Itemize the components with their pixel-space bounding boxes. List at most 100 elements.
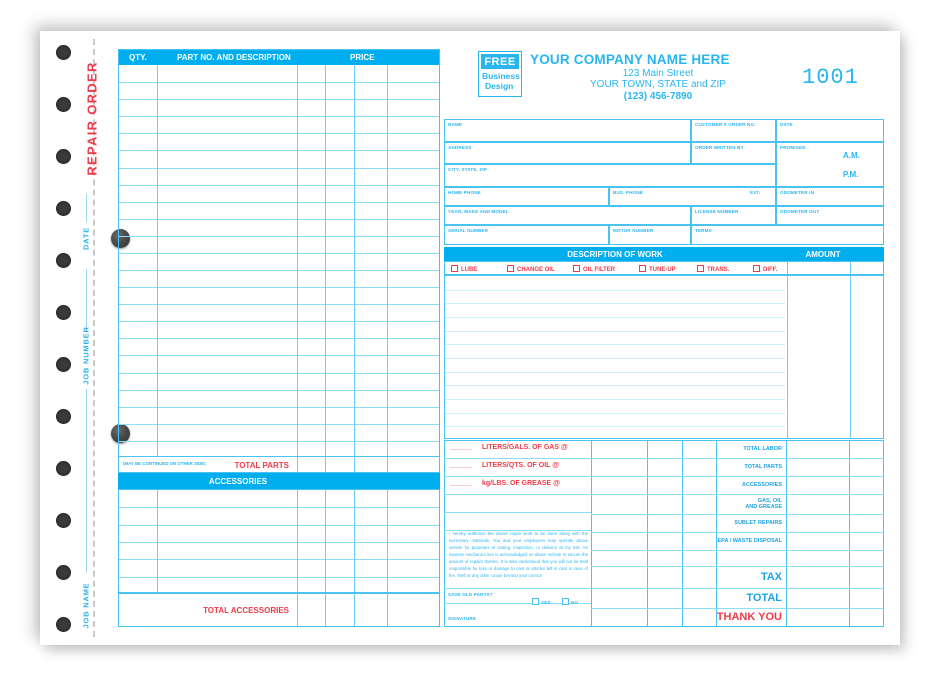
field-name[interactable] [444,119,691,142]
parts-row-rule [119,389,439,391]
save-parts-yes[interactable]: YES [532,591,551,609]
service-checkbox-tune-up[interactable]: TUNE-UP [639,264,676,273]
field-promised[interactable] [776,142,884,187]
work-description-rule [445,426,785,428]
total-accessories-label: TOTAL ACCESSORIES [203,606,289,615]
accessories-table[interactable] [118,489,440,593]
field-address[interactable] [444,142,691,164]
checkbox-icon[interactable] [451,264,458,272]
parts-row-rule [119,287,439,289]
work-lines-area[interactable] [444,275,884,439]
consumable-row[interactable]: ______ LITERS/QTS. OF OIL @ [444,458,591,476]
field-terms[interactable] [691,225,884,245]
totals-row-rule [591,588,884,589]
service-checkbox-diff[interactable]: DIFF. [753,264,777,273]
consumable-quantity-blank[interactable]: ______ [450,480,472,487]
field-bus-phone[interactable] [609,187,776,206]
save-parts-no[interactable]: NO [562,591,578,609]
accessories-column-rule-1 [157,490,158,592]
work-amount-divider-2 [850,276,851,438]
total-label-line: AND GREASE [745,504,782,510]
parts-row-rule [119,150,439,152]
checkbox-yes-icon[interactable] [532,598,539,605]
parts-row-rule [119,372,439,374]
parts-column-rule-4 [387,65,388,456]
accessories-column-rule-4 [354,490,355,592]
field-promised-label: PROMISED [780,145,806,150]
save-parts-top-rule [444,588,591,589]
punch-hole [56,253,71,268]
punch-hole [56,45,71,60]
field-motor-number[interactable] [609,225,691,245]
parts-row-rule [119,218,439,220]
checkbox-icon[interactable] [697,264,704,272]
field-order-written-by[interactable] [691,142,776,164]
stub-rule-2 [86,269,87,321]
checkbox-icon[interactable] [639,264,646,272]
field-motor-number-label: MOTOR NUMBER [613,228,654,233]
parts-column-rule-1 [297,65,298,456]
field-serial-number[interactable] [444,225,609,245]
totals-row-rule [591,550,884,551]
checkbox-no-icon[interactable] [562,598,569,605]
field-date[interactable] [776,119,884,142]
service-checkbox-label: CHANGE OIL [517,266,555,273]
field-license-number[interactable] [691,206,776,225]
company-block: FREE Business Design YOUR COMPANY NAME H… [444,47,884,109]
field-ext-label: EXT. [750,190,761,195]
work-description-rule [445,412,785,414]
consumable-label: LITERS/QTS. OF OIL @ [482,462,560,469]
field-customer-order-no[interactable] [691,119,776,142]
totals-block: ______ LITERS/GALS. OF GAS @ ______ LITERS/… [444,440,884,627]
checkbox-icon[interactable] [573,264,580,272]
consumable-row[interactable]: ______ kg/LBS. OF GREASE @ [444,476,591,494]
field-terms-label: TERMS [695,228,712,233]
accessories-header-label: ACCESSORIES [208,476,268,486]
authorization-text: I hereby authorize the above repair work… [449,531,588,579]
punch-hole [56,97,71,112]
totals-divider-2 [647,440,648,627]
field-city-state-zip[interactable] [444,164,776,187]
consumable-row[interactable]: ______ LITERS/GALS. OF GAS @ [444,440,591,458]
parts-total-row: (MAY BE CONTINUED ON OTHER SIDE) TOTAL P… [118,456,440,473]
totals-row-rule [591,476,884,477]
promised-pm-label: P.M. [843,170,859,179]
field-odometer-out[interactable] [776,206,884,225]
stub-label-job-name: JOB NAME [81,582,91,629]
accessories-row-rule [119,507,439,509]
form-number: 1001 [802,65,859,90]
parts-header-description: PART NO. AND DESCRIPTION [177,53,291,62]
field-odometer-in[interactable] [776,187,884,206]
left-totals-rule [444,603,591,604]
total-label-line: THANK YOU [716,611,782,624]
work-description-rule [445,317,785,318]
totals-divider-3 [682,440,683,627]
field-year-make-model-label: YEAR, MAKE AND MODEL [448,209,509,214]
totals-row-rule [591,608,884,609]
checkbox-icon[interactable] [753,264,760,272]
punch-hole [56,201,71,216]
parts-continued-note: (MAY BE CONTINUED ON OTHER SIDE) [123,461,206,466]
field-home-phone[interactable] [444,187,609,206]
logo-free-band: FREE [481,54,519,69]
left-totals-rule [444,530,591,531]
save-old-parts-row[interactable]: SAVE OLD PARTS? YES NO [444,588,591,605]
work-description-rule [445,385,785,387]
service-checkbox-row[interactable]: LUBE CHANGE OIL OIL FILTER TUNE-UP TRANS. DIF… [444,261,884,275]
total-label-total: TOTAL [716,588,782,608]
service-checkbox-oil-filter[interactable]: OIL FILTER [573,264,615,273]
field-year-make-model[interactable] [444,206,691,225]
punch-hole [56,513,71,528]
field-date-label: DATE [780,122,793,127]
checkbox-icon[interactable] [507,264,514,272]
field-home-phone-label: HOME PHONE [448,190,481,195]
left-totals-rule [444,458,591,459]
service-checkbox-change-oil[interactable]: CHANGE OIL [507,264,555,273]
service-checkbox-lube[interactable]: LUBE [451,264,477,273]
consumable-quantity-blank[interactable]: ______ [450,462,472,469]
parts-table-body[interactable] [119,65,439,456]
service-checkbox-trans[interactable]: TRANS. [697,264,729,273]
consumable-quantity-blank[interactable]: ______ [450,444,472,451]
parts-row-rule [119,133,439,135]
totals-row-rule [591,458,884,459]
